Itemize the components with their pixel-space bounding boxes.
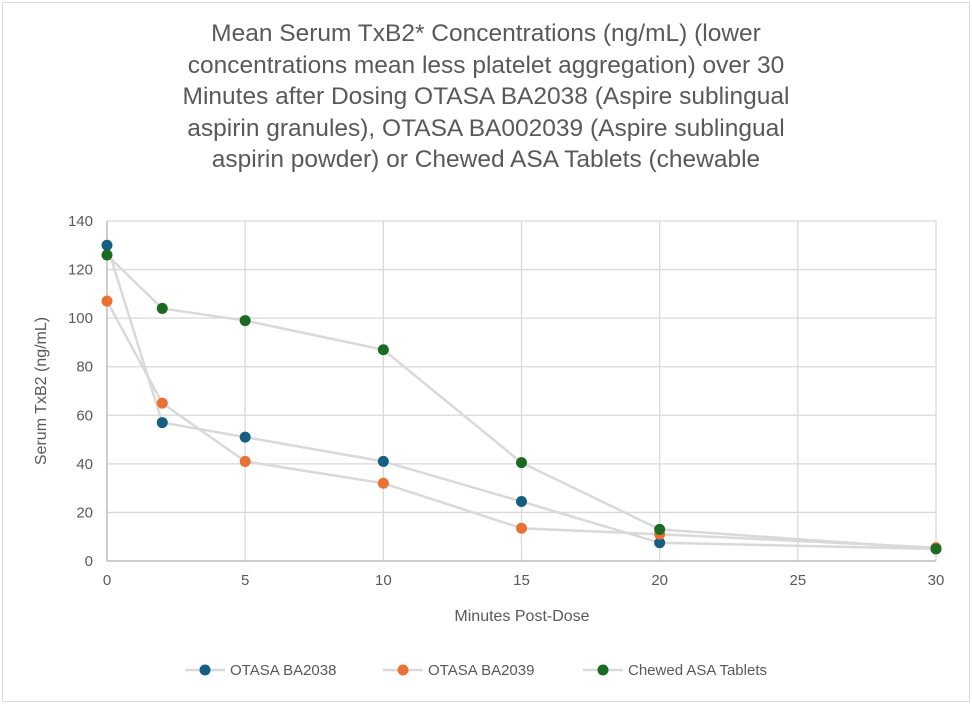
title-line: Minutes after Dosing OTASA BA2038 (Aspir… [182, 83, 790, 110]
x-tick-label: 0 [103, 572, 111, 589]
y-tick-label: 0 [85, 553, 93, 570]
data-point [654, 537, 666, 549]
data-point [239, 455, 251, 467]
y-tick-label: 40 [76, 456, 93, 473]
legend-label: OTASA BA2038 [230, 662, 336, 679]
title-line: concentrations mean less platelet aggreg… [187, 51, 785, 79]
x-tick-label: 5 [241, 572, 249, 589]
data-point [101, 249, 113, 261]
x-tick-label: 30 [928, 572, 945, 589]
legend-marker [597, 664, 609, 676]
title-line: aspirin granules), OTASA BA002039 (Aspir… [187, 114, 785, 142]
data-point [516, 522, 527, 534]
y-tick-label: 120 [68, 262, 93, 279]
data-point [101, 239, 113, 251]
data-point [654, 523, 666, 535]
data-point [377, 344, 389, 356]
x-axis-label: Minutes Post-Dose [454, 608, 589, 625]
legend-label: Chewed ASA Tablets [628, 662, 767, 679]
y-tick-label: 100 [68, 310, 93, 327]
data-point [516, 496, 527, 507]
title-line: aspirin powder) or Chewed ASA Tablets (c… [211, 146, 761, 173]
x-tick-label: 10 [375, 572, 392, 589]
legend-label: OTASA BA2039 [428, 662, 534, 679]
data-point [101, 295, 113, 307]
data-point [377, 477, 389, 489]
data-point [156, 397, 168, 409]
y-axis-label: Serum TxB2 (ng/mL) [33, 317, 50, 465]
x-tick-label: 15 [513, 572, 530, 589]
y-tick-label: 60 [76, 407, 93, 424]
chart-title: Mean Serum TxB2* Concentrations (ng/mL) … [0, 18, 972, 176]
data-point [156, 417, 168, 429]
y-tick-label: 140 [68, 213, 93, 230]
x-tick-label: 25 [789, 572, 806, 589]
y-tick-label: 80 [76, 359, 93, 376]
legend-marker [397, 664, 409, 676]
data-point [516, 457, 527, 469]
legend-marker [199, 664, 211, 676]
data-point [930, 543, 942, 555]
data-point [239, 431, 251, 443]
x-tick-label: 20 [651, 572, 668, 589]
y-tick-label: 20 [76, 504, 93, 521]
title-line: Mean Serum TxB2* Concentrations (ng/mL) … [211, 20, 761, 47]
data-point [156, 302, 168, 314]
data-point [239, 315, 251, 327]
data-point [377, 455, 389, 467]
